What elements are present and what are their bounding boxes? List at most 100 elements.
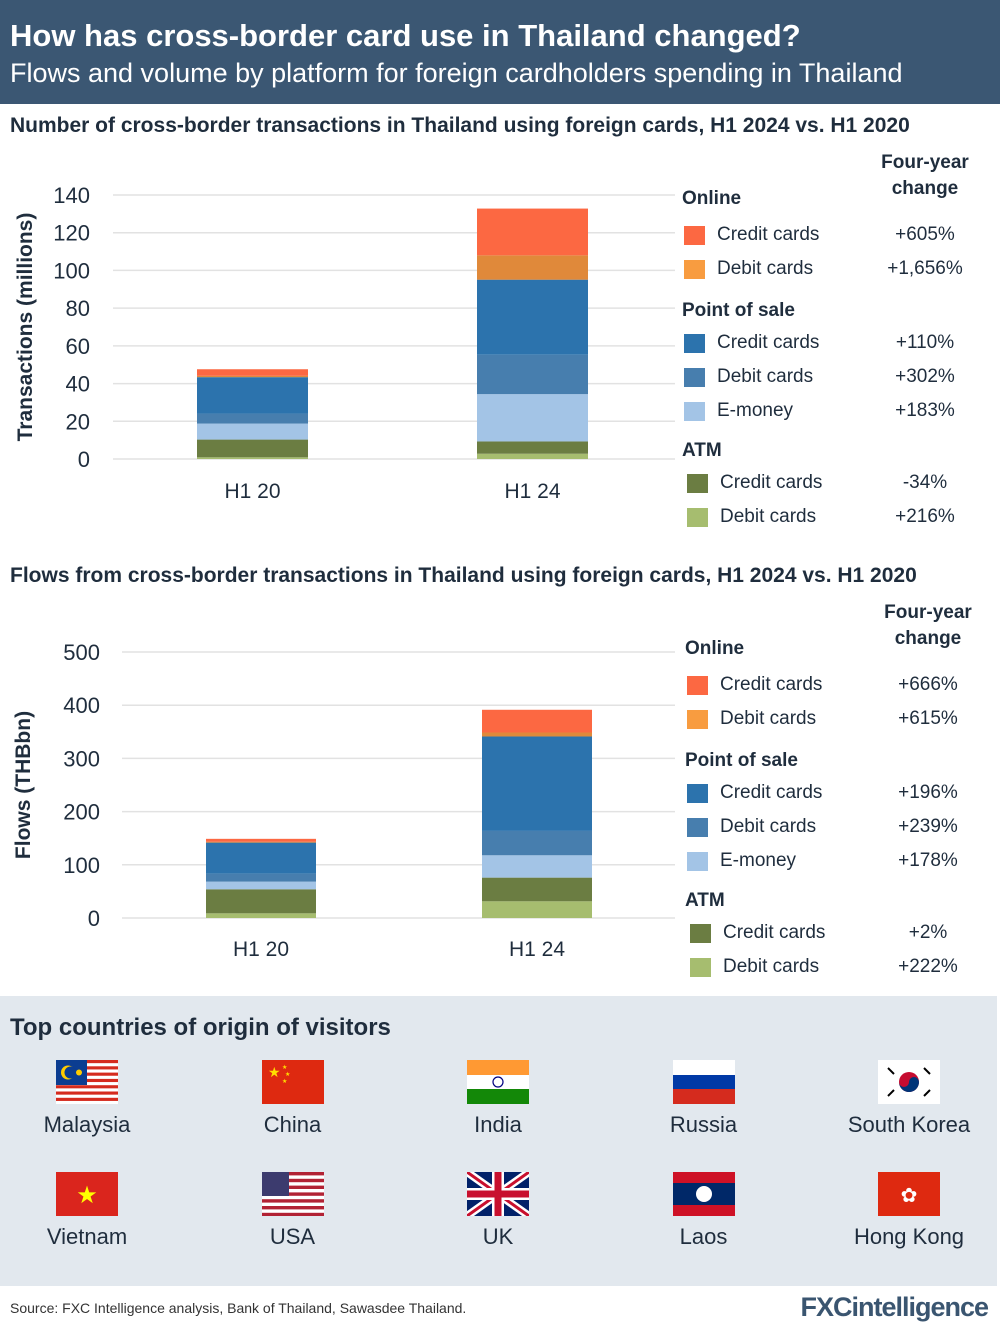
bar-segment-online_credit xyxy=(206,838,316,842)
bar-segment-atm_debit xyxy=(477,453,588,459)
legend-label: Credit cards xyxy=(720,472,823,493)
four-year-change-value: +110% xyxy=(895,332,955,353)
svg-text:★: ★ xyxy=(282,1064,287,1071)
svg-text:★: ★ xyxy=(285,1071,290,1078)
country-name: Russia xyxy=(669,1112,738,1137)
bar-segment-pos_credit xyxy=(197,377,308,414)
four-year-change-value: +302% xyxy=(895,366,955,387)
legend-label: Debit cards xyxy=(720,816,817,837)
four-year-change-value: +605% xyxy=(895,224,955,245)
flag-icon xyxy=(672,1060,735,1104)
flag-icon xyxy=(878,1060,940,1104)
bar-segment-emoney xyxy=(477,394,588,442)
chart2-title: Flows from cross-border transactions in … xyxy=(10,564,917,587)
flag-icon: ✿ xyxy=(878,1172,940,1216)
y-tick-label: 20 xyxy=(66,409,90,434)
page-title: How has cross-border card use in Thailan… xyxy=(10,18,801,53)
legend-item-atm_debit: Debit cards xyxy=(687,506,816,528)
bar-segment-emoney xyxy=(482,855,592,878)
flag-icon xyxy=(261,1172,324,1216)
country-name: Malaysia xyxy=(43,1112,131,1137)
y-tick-label: 0 xyxy=(88,906,100,931)
legend-item-pos_credit: Credit cards xyxy=(687,782,822,804)
legend-swatch xyxy=(687,817,708,837)
y-axis-label: Flows (THBbn) xyxy=(12,711,35,859)
legend-label: Debit cards xyxy=(720,708,817,729)
flag-icon: ★ xyxy=(56,1172,118,1216)
country-laos: Laos xyxy=(604,1172,804,1250)
flag-icon xyxy=(56,1060,118,1104)
legend-swatch xyxy=(684,225,705,245)
bar-segment-pos_debit xyxy=(206,873,316,882)
country-india: India xyxy=(398,1060,598,1138)
svg-text:✿: ✿ xyxy=(901,1185,918,1207)
bar-segment-online_credit xyxy=(482,709,592,733)
country-uk: UK xyxy=(398,1172,598,1250)
bar-segment-atm_debit xyxy=(482,901,592,918)
legend-group-atm: ATM xyxy=(682,440,722,461)
chart1-title: Number of cross-border transactions in T… xyxy=(10,114,910,137)
legend-swatch xyxy=(687,507,708,527)
page-subtitle: Flows and volume by platform for foreign… xyxy=(10,58,903,88)
four-year-change-value: +2% xyxy=(908,922,948,943)
country-malaysia: Malaysia xyxy=(0,1060,187,1138)
legend-group-online: Online xyxy=(682,188,742,209)
legend-item-pos_debit: Debit cards xyxy=(684,366,813,388)
four-year-change-value: +196% xyxy=(898,782,958,803)
svg-text:★: ★ xyxy=(268,1064,281,1080)
countries-title: Top countries of origin of visitors xyxy=(10,1014,391,1041)
flag-icon xyxy=(672,1172,735,1216)
legend-swatch xyxy=(684,333,705,353)
legend-swatch xyxy=(684,367,705,387)
country-usa: USA xyxy=(193,1172,393,1250)
source-note: Source: FXC Intelligence analysis, Bank … xyxy=(10,1300,467,1316)
y-tick-label: 60 xyxy=(66,334,90,359)
y-axis-label: Transactions (millions) xyxy=(14,213,37,442)
country-vietnam: ★ Vietnam xyxy=(0,1172,187,1250)
legend-item-pos_credit: Credit cards xyxy=(684,332,819,354)
x-tick-label: H1 24 xyxy=(509,938,565,961)
bar-segment-online_credit xyxy=(477,208,588,256)
y-tick-label: 500 xyxy=(63,640,100,665)
country-name: Vietnam xyxy=(46,1224,128,1249)
bar-segment-emoney xyxy=(197,423,308,440)
svg-text:★: ★ xyxy=(282,1078,287,1085)
four-year-change-value: +216% xyxy=(895,506,955,527)
country-china: ★ ★ ★ ★ China xyxy=(193,1060,393,1138)
flows-chart: 0 100 200 300 400 500 Flows (THBbn) H1 20 H1 24 xyxy=(12,640,675,961)
y-tick-label: 120 xyxy=(53,221,90,246)
y-tick-label: 400 xyxy=(63,693,100,718)
country-name: UK xyxy=(482,1224,514,1249)
y-tick-label: 80 xyxy=(66,296,90,321)
legend-item-pos_debit: Debit cards xyxy=(687,816,816,838)
y-tick-label: 0 xyxy=(78,447,90,472)
legend-item-emoney: E-money xyxy=(684,400,793,422)
bar-segment-pos_credit xyxy=(477,279,588,355)
y-tick-label: 140 xyxy=(53,183,90,208)
y-tick-label: 300 xyxy=(63,746,100,771)
x-tick-label: H1 24 xyxy=(504,480,560,503)
legend-group-atm: ATM xyxy=(685,890,725,911)
country-name: Hong Kong xyxy=(853,1224,965,1249)
four-year-change-value: +183% xyxy=(895,400,955,421)
four-year-change-value: +239% xyxy=(898,816,958,837)
bar-segment-pos_debit xyxy=(477,354,588,395)
four-year-change-header: Four-year change xyxy=(881,152,969,199)
legend-item-atm_credit: Credit cards xyxy=(690,922,825,944)
legend-label: Credit cards xyxy=(717,224,820,245)
legend-item-online_credit: Credit cards xyxy=(687,674,822,696)
x-tick-label: H1 20 xyxy=(233,938,289,961)
legend-swatch xyxy=(687,473,708,493)
bar-segment-atm_credit xyxy=(197,439,308,458)
country-name: USA xyxy=(269,1224,316,1249)
legend-label: Credit cards xyxy=(720,782,823,803)
country-russia: Russia xyxy=(604,1060,804,1138)
country-south-korea: South Korea xyxy=(809,1060,1000,1138)
bar-segment-pos_credit xyxy=(206,842,316,874)
bar-segment-pos_credit xyxy=(482,736,592,831)
legend-item-atm_credit: Credit cards xyxy=(687,472,822,494)
legend-label: Debit cards xyxy=(717,366,814,387)
legend-label: E-money xyxy=(720,850,797,871)
flag-icon xyxy=(467,1172,529,1216)
four-year-change-value: +615% xyxy=(898,708,958,729)
